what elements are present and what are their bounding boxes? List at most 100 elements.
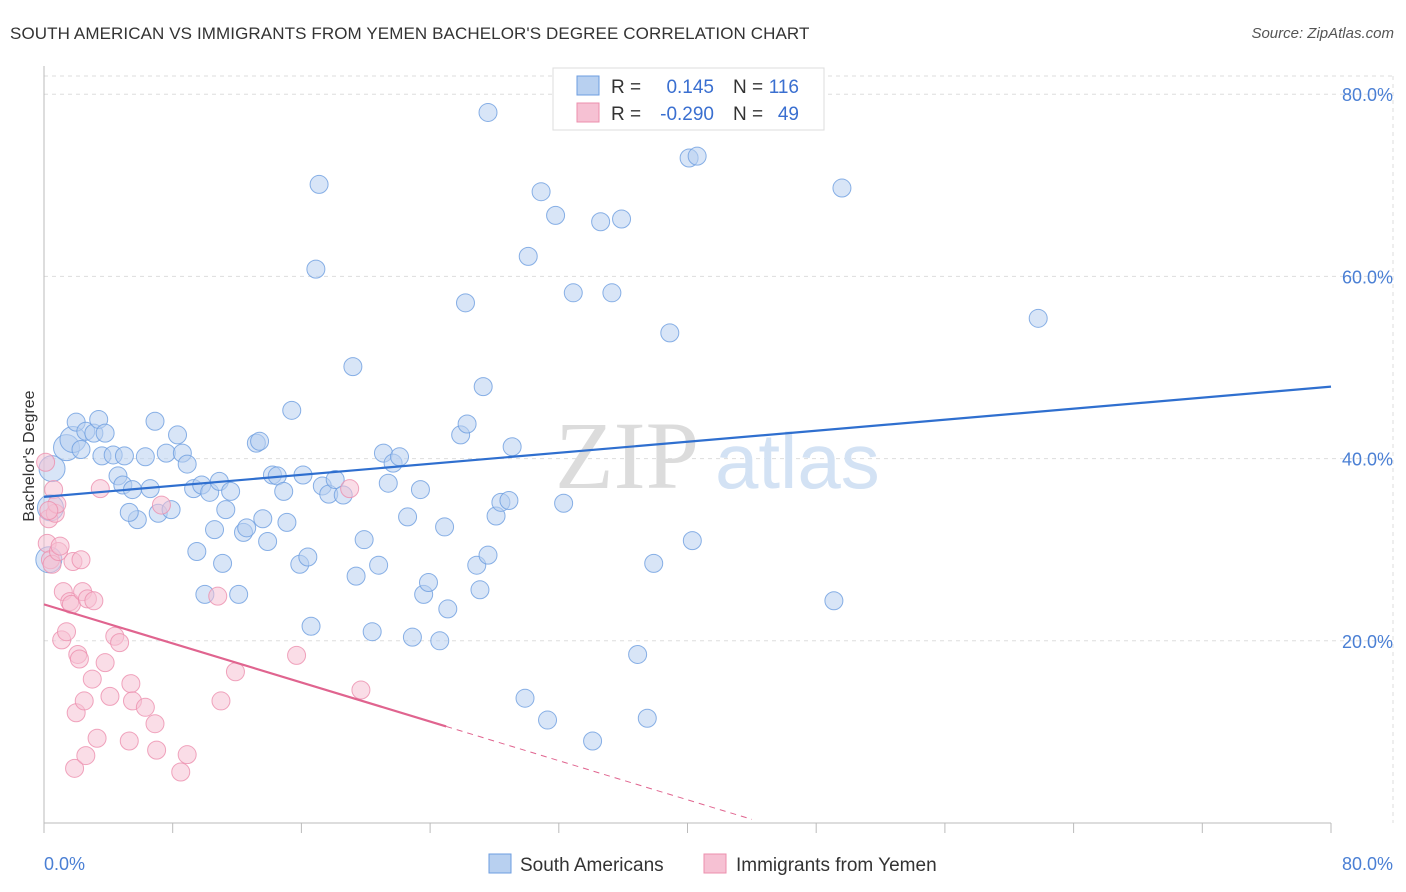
point-south-american: [518, 246, 538, 266]
point-south-american: [354, 530, 374, 550]
point-south-american: [602, 283, 622, 303]
point-yemen: [211, 691, 231, 711]
trend-lines: [43, 385, 1332, 820]
point-south-american: [277, 512, 297, 532]
trend-line-south-americans: [43, 385, 1332, 498]
point-south-american: [478, 545, 498, 565]
point-yemen: [147, 740, 167, 760]
legend-swatch-blue: [576, 75, 600, 96]
point-yemen: [351, 680, 371, 700]
point-south-american: [306, 259, 326, 279]
point-south-american: [282, 400, 302, 420]
point-south-american: [253, 509, 273, 529]
point-yemen: [82, 669, 102, 689]
point-south-american: [343, 357, 363, 377]
point-yemen: [135, 697, 155, 717]
point-south-american: [221, 481, 241, 501]
point-south-american: [402, 627, 422, 647]
watermark-zip: ZIP: [555, 402, 699, 509]
legend-n-label-2: N =: [733, 104, 763, 125]
point-yemen: [95, 653, 115, 673]
point-south-american: [438, 599, 458, 619]
legend-south-americans: South Americans: [520, 855, 664, 876]
legend-n-label-1: N =: [733, 77, 763, 98]
point-south-american: [457, 414, 477, 434]
point-yemen: [151, 495, 171, 515]
point-south-american: [470, 580, 490, 600]
legend-bottom-swatch-blue: [488, 853, 512, 874]
point-south-american: [398, 507, 418, 527]
point-yemen: [121, 674, 141, 694]
point-south-american: [1028, 308, 1048, 328]
point-yemen: [145, 714, 165, 734]
y-tick-label: 80.0%: [1342, 85, 1393, 105]
point-south-american: [637, 708, 657, 728]
series-immigrants-from-yemen: [36, 452, 371, 782]
point-south-american: [455, 293, 475, 313]
y-tick-labels: 20.0% 40.0% 60.0% 80.0%: [1342, 85, 1393, 652]
legend-swatch-pink: [576, 102, 600, 123]
x-tick-label: 80.0%: [1342, 854, 1393, 874]
legend-r-label-2: R =: [611, 104, 641, 125]
point-yemen: [171, 762, 191, 782]
point-south-american: [309, 174, 329, 194]
point-south-american: [660, 323, 680, 343]
point-south-american: [274, 481, 294, 501]
legend-n-value-1: 116: [769, 77, 799, 98]
point-yemen: [100, 686, 120, 706]
point-south-american: [546, 205, 566, 225]
point-south-american: [213, 553, 233, 573]
point-yemen: [65, 758, 85, 778]
point-south-american: [205, 520, 225, 540]
point-south-american: [563, 283, 583, 303]
point-south-american: [250, 431, 270, 451]
point-south-american: [538, 710, 558, 730]
series-south-americans: [35, 102, 1048, 751]
point-south-american: [628, 644, 648, 664]
point-yemen: [110, 633, 130, 653]
legend-r-value-2: -0.290: [660, 104, 714, 125]
point-south-american: [502, 437, 522, 457]
point-south-american: [418, 573, 438, 593]
point-south-american: [369, 555, 389, 575]
point-south-american: [410, 480, 430, 500]
legend-r-label-1: R =: [611, 77, 641, 98]
trend-line-yemen-extension: [446, 725, 752, 820]
y-axis-label: Bachelor's Degree: [21, 390, 38, 521]
point-south-american: [515, 688, 535, 708]
point-yemen: [340, 479, 360, 499]
point-south-american: [687, 146, 707, 166]
point-yemen: [287, 645, 307, 665]
point-south-american: [644, 553, 664, 573]
point-south-american: [177, 454, 197, 474]
point-south-american: [135, 447, 155, 467]
point-south-american: [298, 547, 318, 567]
point-south-american: [168, 425, 188, 445]
legend-correlation: R = 0.145 N = 116 R = -0.290 N = 49: [552, 67, 825, 131]
point-south-american: [473, 377, 493, 397]
point-yemen: [74, 691, 94, 711]
point-south-american: [390, 447, 410, 467]
point-south-american: [95, 423, 115, 443]
point-south-american: [187, 542, 207, 562]
point-south-american: [554, 493, 574, 513]
legend-n-value-2: 49: [778, 104, 799, 125]
point-south-american: [325, 470, 345, 490]
watermark: ZIP atlas: [555, 402, 880, 509]
point-south-american: [301, 616, 321, 636]
point-yemen: [208, 586, 228, 606]
point-yemen: [84, 591, 104, 611]
y-tick-label: 20.0%: [1342, 632, 1393, 652]
legend-bottom-swatch-pink: [703, 853, 727, 874]
point-yemen: [177, 745, 197, 765]
point-south-american: [591, 212, 611, 232]
point-south-american: [583, 731, 603, 751]
x-tick-label: 0.0%: [44, 854, 85, 874]
watermark-atlas: atlas: [715, 417, 880, 505]
point-yemen: [50, 536, 70, 556]
point-yemen: [57, 622, 77, 642]
point-south-american: [156, 443, 176, 463]
legend-immigrants-from-yemen: Immigrants from Yemen: [736, 855, 937, 876]
y-tick-label: 40.0%: [1342, 450, 1393, 470]
